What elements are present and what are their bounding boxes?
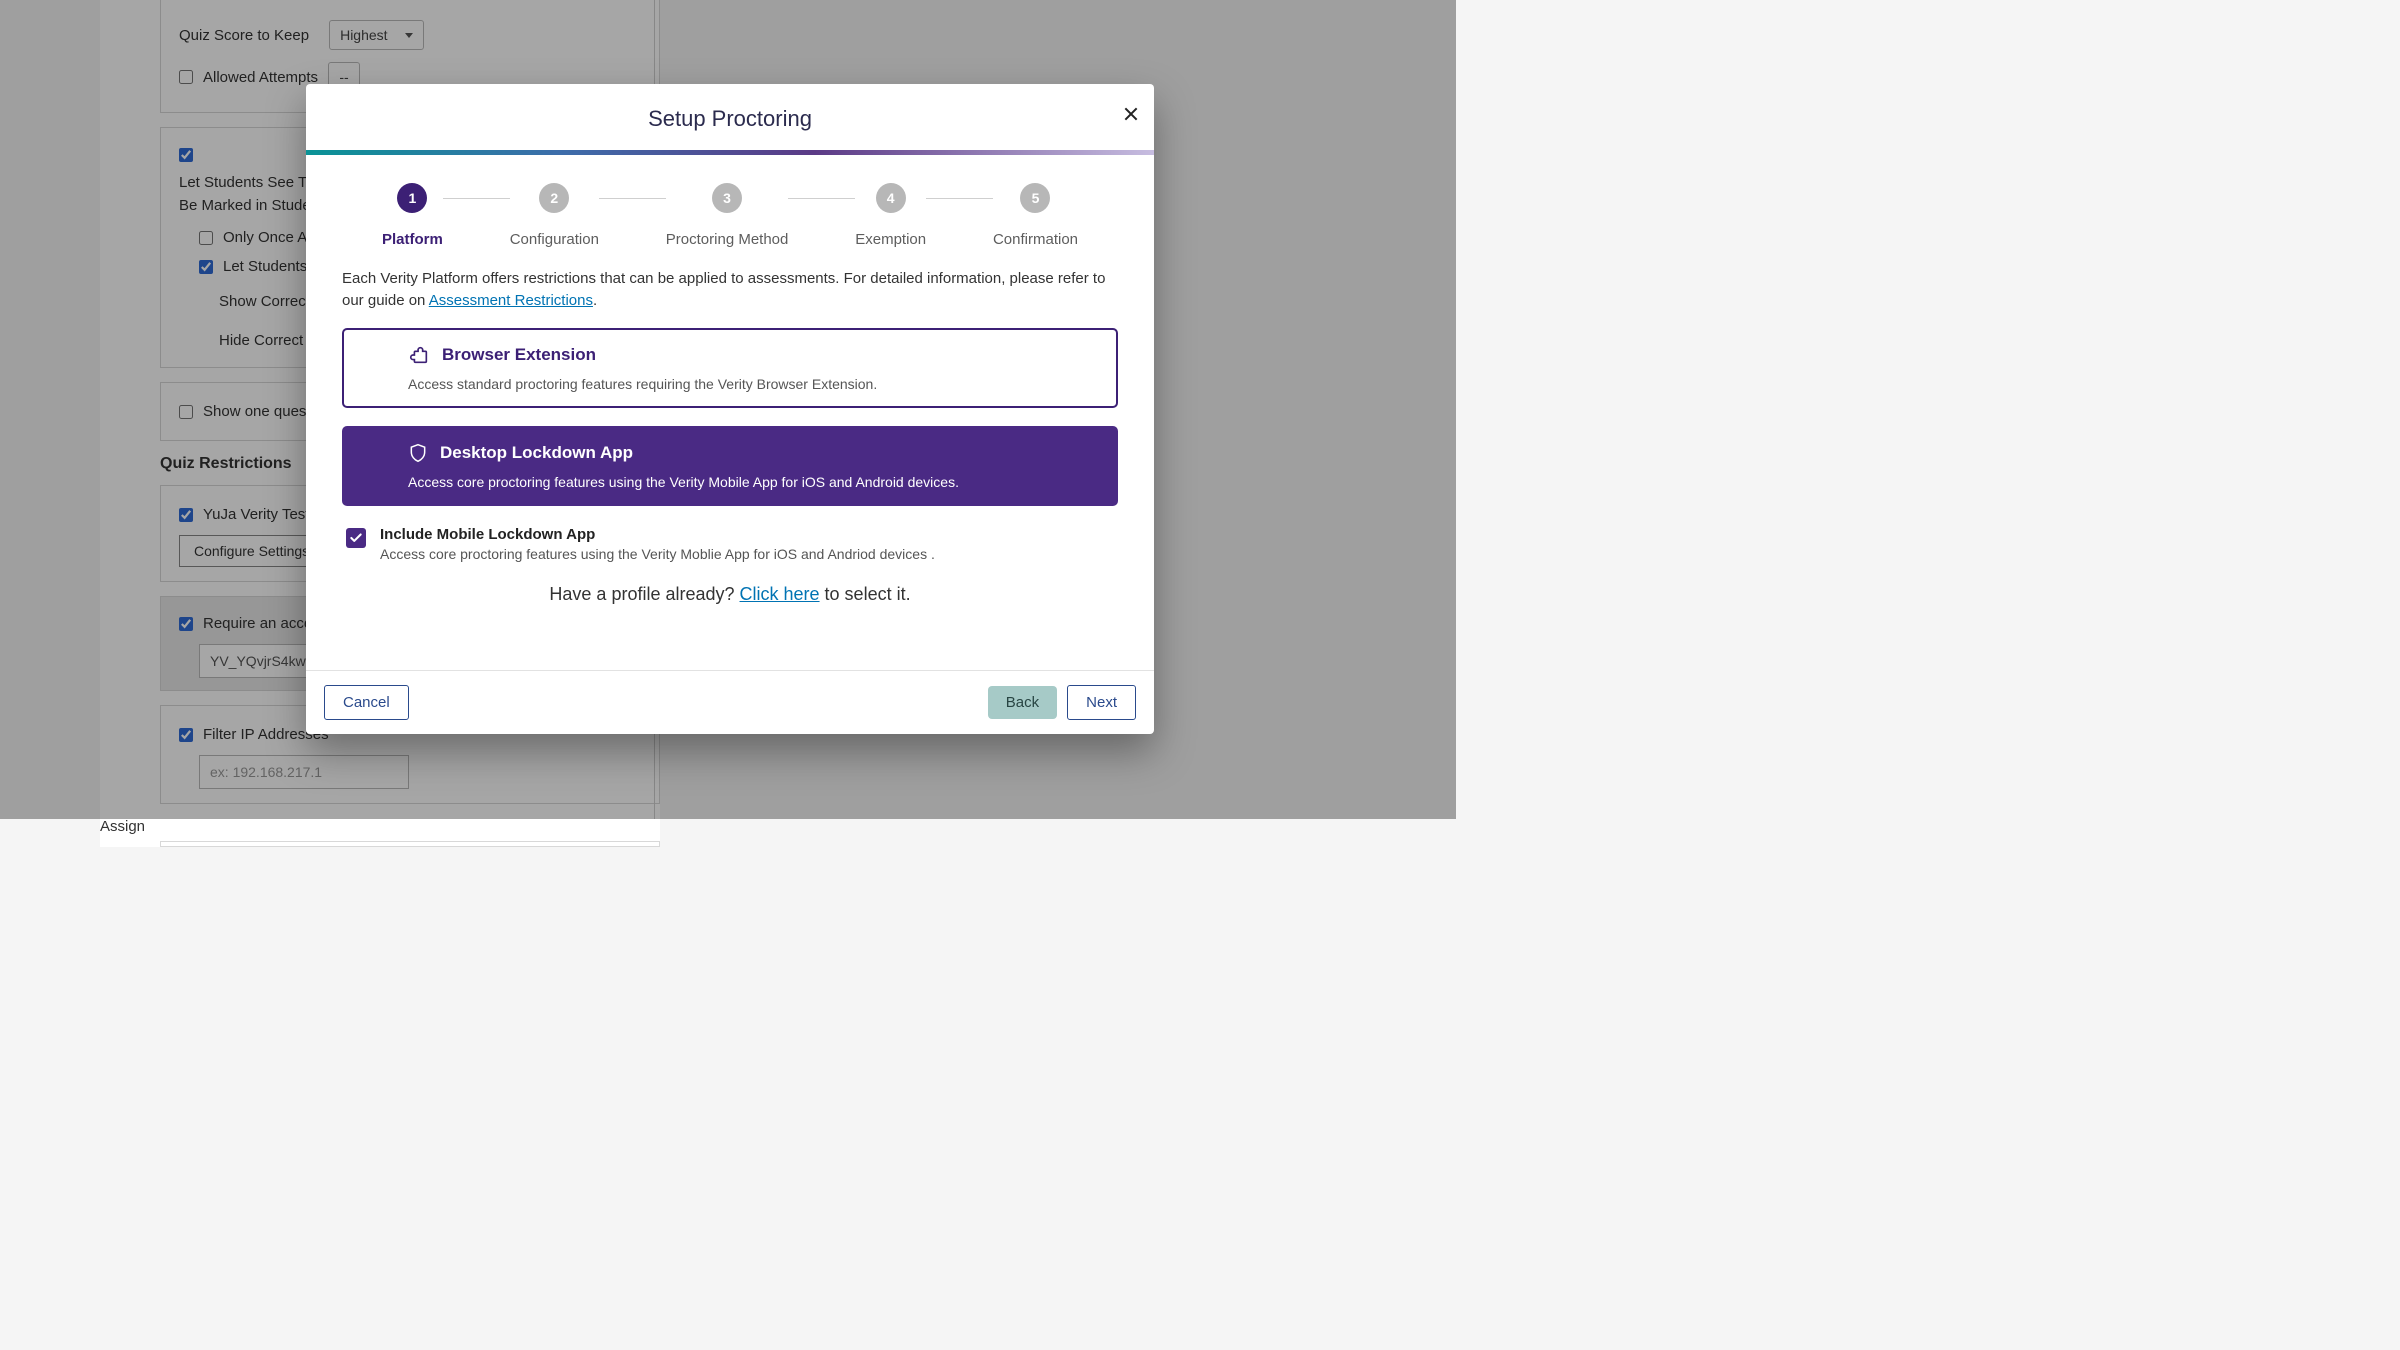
assessment-restrictions-link[interactable]: Assessment Restrictions (429, 292, 593, 309)
step-3-circle: 3 (712, 183, 742, 213)
close-button[interactable] (1110, 100, 1136, 126)
step-4-label: Exemption (855, 231, 926, 248)
step-line (926, 198, 993, 199)
step-2[interactable]: 2 Configuration (510, 183, 599, 248)
profile-pre: Have a profile already? (549, 584, 739, 604)
shield-icon (408, 442, 428, 464)
step-3-label: Proctoring Method (666, 231, 789, 248)
step-line (443, 198, 510, 199)
setup-proctoring-modal: Setup Proctoring 1 Platform 2 Configurat… (306, 84, 1154, 734)
step-2-label: Configuration (510, 231, 599, 248)
assign-label: Assign (100, 818, 660, 835)
intro-post: . (593, 292, 597, 309)
step-2-circle: 2 (539, 183, 569, 213)
assign-panel-top (160, 841, 660, 847)
profile-post: to select it. (820, 584, 911, 604)
step-1-circle: 1 (397, 183, 427, 213)
modal-footer: Cancel Back Next (306, 670, 1154, 734)
browser-extension-title: Browser Extension (442, 345, 596, 365)
step-5-label: Confirmation (993, 231, 1078, 248)
intro-text: Each Verity Platform offers restrictions… (342, 268, 1118, 312)
desktop-lockdown-title: Desktop Lockdown App (440, 443, 633, 463)
browser-extension-card[interactable]: Browser Extension Access standard procto… (342, 328, 1118, 408)
mobile-lockdown-desc: Access core proctoring features using th… (380, 546, 935, 562)
step-4[interactable]: 4 Exemption (855, 183, 926, 248)
puzzle-icon (408, 344, 430, 366)
step-4-circle: 4 (876, 183, 906, 213)
step-1-label: Platform (382, 231, 443, 248)
modal-header: Setup Proctoring (306, 84, 1154, 150)
desktop-lockdown-desc: Access core proctoring features using th… (408, 474, 1088, 490)
step-line (788, 198, 855, 199)
cancel-button[interactable]: Cancel (324, 685, 409, 720)
stepper: 1 Platform 2 Configuration 3 Proctoring … (342, 173, 1118, 268)
browser-extension-desc: Access standard proctoring features requ… (408, 376, 1088, 392)
profile-click-here-link[interactable]: Click here (740, 584, 820, 604)
profile-line: Have a profile already? Click here to se… (342, 584, 1118, 605)
next-button[interactable]: Next (1067, 685, 1136, 720)
step-1[interactable]: 1 Platform (382, 183, 443, 248)
desktop-lockdown-card[interactable]: Desktop Lockdown App Access core proctor… (342, 426, 1118, 506)
mobile-lockdown-checkbox[interactable] (346, 528, 366, 548)
modal-title: Setup Proctoring (306, 106, 1154, 132)
step-3[interactable]: 3 Proctoring Method (666, 183, 789, 248)
mobile-lockdown-title: Include Mobile Lockdown App (380, 526, 935, 543)
back-button[interactable]: Back (988, 686, 1057, 719)
mobile-lockdown-row: Include Mobile Lockdown App Access core … (342, 524, 1118, 572)
step-5[interactable]: 5 Confirmation (993, 183, 1078, 248)
step-line (599, 198, 666, 199)
step-5-circle: 5 (1020, 183, 1050, 213)
